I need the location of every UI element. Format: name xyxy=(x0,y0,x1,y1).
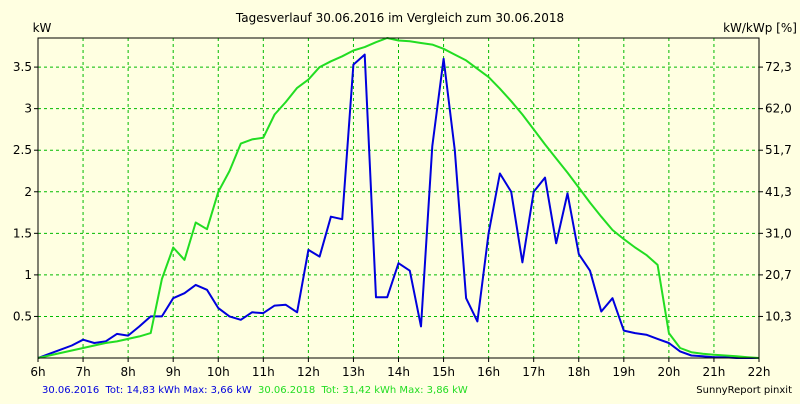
footer-series2-date: 30.06.2018 xyxy=(258,385,315,396)
x-tick-label: 12h xyxy=(297,365,320,379)
x-tick-label: 6h xyxy=(30,365,45,379)
y-tick-label-left: 1 xyxy=(24,268,32,282)
x-tick-label: 14h xyxy=(387,365,410,379)
tick-layer: 6h 7h 8h 9h 10h 11h 12h 13h 14h 15h 16h 17h 18h 19h 20… xyxy=(13,60,792,379)
y-tick-label-right: 72,3 xyxy=(765,60,792,74)
x-tick-label: 7h xyxy=(75,365,90,379)
x-tick-label: 8h xyxy=(121,365,136,379)
x-tick-label: 19h xyxy=(612,365,635,379)
y-tick-label-left: 2.5 xyxy=(13,143,32,157)
x-tick-label: 20h xyxy=(657,365,680,379)
footer-series2-summary: Tot: 31,42 kWh Max: 3,86 kW xyxy=(320,385,467,396)
x-tick-label: 17h xyxy=(522,365,545,379)
x-tick-label: 11h xyxy=(252,365,275,379)
footer-credit: SunnyReport pinxit xyxy=(696,385,792,396)
footer-series1-date: 30.06.2016 xyxy=(42,385,99,396)
y-tick-label-right: 20,7 xyxy=(765,268,792,282)
y-tick-label-left: 3.5 xyxy=(13,60,32,74)
y-axis-left-label: kW xyxy=(33,21,52,35)
x-tick-label: 10h xyxy=(207,365,230,379)
y-axis-right-label: kW/kWp [%] xyxy=(723,21,797,35)
x-tick-label: 9h xyxy=(166,365,181,379)
y-tick-label-left: 2 xyxy=(24,185,32,199)
y-tick-label-right: 62,0 xyxy=(765,102,792,116)
series-layer xyxy=(37,37,760,359)
x-tick-label: 21h xyxy=(703,365,726,379)
x-tick-label: 16h xyxy=(477,365,500,379)
y-tick-label-right: 31,0 xyxy=(765,226,792,240)
y-tick-label-right: 41,3 xyxy=(765,185,792,199)
x-tick-label: 22h xyxy=(748,365,771,379)
y-tick-label-right: 10,3 xyxy=(765,309,792,323)
y-tick-label-left: 3 xyxy=(24,102,32,116)
chart-title: Tagesverlauf 30.06.2016 im Vergleich zum… xyxy=(235,11,564,25)
series-line-1 xyxy=(37,53,759,359)
svg-text:30.06.2016 Tot: 14,83 kW: 30.06.2016 Tot: 14,83 kWh Max: 3,66 kW 3… xyxy=(42,385,468,396)
series-line-2 xyxy=(37,37,760,359)
y-tick-label-left: 0.5 xyxy=(13,309,32,323)
y-tick-label-left: 1.5 xyxy=(13,226,32,240)
x-tick-label: 18h xyxy=(567,365,590,379)
y-tick-label-right: 51,7 xyxy=(765,143,792,157)
grid-layer xyxy=(38,38,759,358)
footer: 30.06.2016 Tot: 14,83 kWh Max: 3,66 kW 3… xyxy=(42,385,792,396)
x-tick-label: 15h xyxy=(432,365,455,379)
footer-series1-summary: Tot: 14,83 kWh Max: 3,66 kW xyxy=(104,385,251,396)
x-tick-label: 13h xyxy=(342,365,365,379)
